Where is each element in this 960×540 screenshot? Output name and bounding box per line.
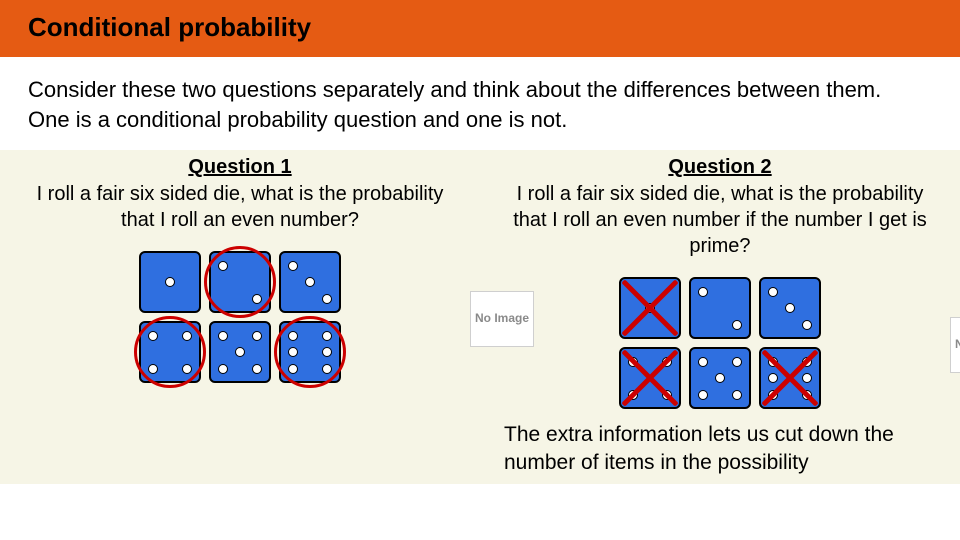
die-pip (768, 373, 778, 383)
die-face-3 (759, 277, 821, 339)
die-face-4 (619, 347, 681, 409)
die-pip (732, 320, 742, 330)
die-pip (288, 261, 298, 271)
die-pip (252, 294, 262, 304)
question-2-title: Question 2 (504, 156, 936, 179)
die-pip (305, 277, 315, 287)
die-pip (768, 287, 778, 297)
die-pip (698, 390, 708, 400)
die-face-6 (759, 347, 821, 409)
intro-block: Consider these two questions separately … (0, 57, 960, 150)
die-pip (698, 357, 708, 367)
die-pip (322, 294, 332, 304)
die-pip (322, 331, 332, 341)
question-1-dice-area: No Image (24, 251, 456, 383)
die-pip (628, 357, 638, 367)
die-pip (768, 357, 778, 367)
die-pip (715, 373, 725, 383)
die-pip (785, 303, 795, 313)
question-1-panel: Question 1 I roll a fair six sided die, … (0, 150, 480, 484)
die-pip (218, 261, 228, 271)
die-face-2 (209, 251, 271, 313)
die-pip (768, 390, 778, 400)
die-face-5 (209, 321, 271, 383)
columns: Question 1 I roll a fair six sided die, … (0, 150, 960, 484)
die-pip (645, 303, 655, 313)
die-pip (165, 277, 175, 287)
die-pip (662, 390, 672, 400)
question-1-title: Question 1 (24, 156, 456, 179)
die-face-3 (279, 251, 341, 313)
die-pip (148, 331, 158, 341)
die-pip (662, 357, 672, 367)
question-2-footnote: The extra information lets us cut down t… (504, 421, 936, 476)
die-face-1 (619, 277, 681, 339)
die-pip (182, 331, 192, 341)
dice-grid-2 (619, 277, 821, 409)
die-pip (322, 347, 332, 357)
die-pip (628, 390, 638, 400)
no-image-placeholder: No Image (950, 317, 960, 373)
die-pip (235, 347, 245, 357)
slide-header: Conditional probability (0, 0, 960, 57)
die-pip (148, 364, 158, 374)
die-face-5 (689, 347, 751, 409)
die-pip (802, 373, 812, 383)
die-pip (802, 320, 812, 330)
question-2-dice-area: No Image (504, 277, 936, 409)
intro-line-2: One is a conditional probability questio… (28, 105, 932, 135)
die-pip (732, 390, 742, 400)
die-pip (288, 364, 298, 374)
die-face-2 (689, 277, 751, 339)
die-pip (698, 287, 708, 297)
question-2-text: I roll a fair six sided die, what is the… (504, 181, 936, 259)
die-face-4 (139, 321, 201, 383)
die-pip (218, 364, 228, 374)
question-1-text: I roll a fair six sided die, what is the… (24, 181, 456, 233)
no-image-label: No Image (955, 338, 960, 352)
die-pip (732, 357, 742, 367)
die-pip (322, 364, 332, 374)
die-pip (288, 347, 298, 357)
dice-grid-1 (139, 251, 341, 383)
die-pip (252, 331, 262, 341)
die-pip (218, 331, 228, 341)
die-face-1 (139, 251, 201, 313)
die-pip (802, 390, 812, 400)
question-2-panel: Question 2 I roll a fair six sided die, … (480, 150, 960, 484)
die-pip (252, 364, 262, 374)
die-pip (288, 331, 298, 341)
intro-line-1: Consider these two questions separately … (28, 75, 932, 105)
die-pip (802, 357, 812, 367)
die-pip (182, 364, 192, 374)
die-face-6 (279, 321, 341, 383)
slide-title: Conditional probability (28, 12, 932, 43)
